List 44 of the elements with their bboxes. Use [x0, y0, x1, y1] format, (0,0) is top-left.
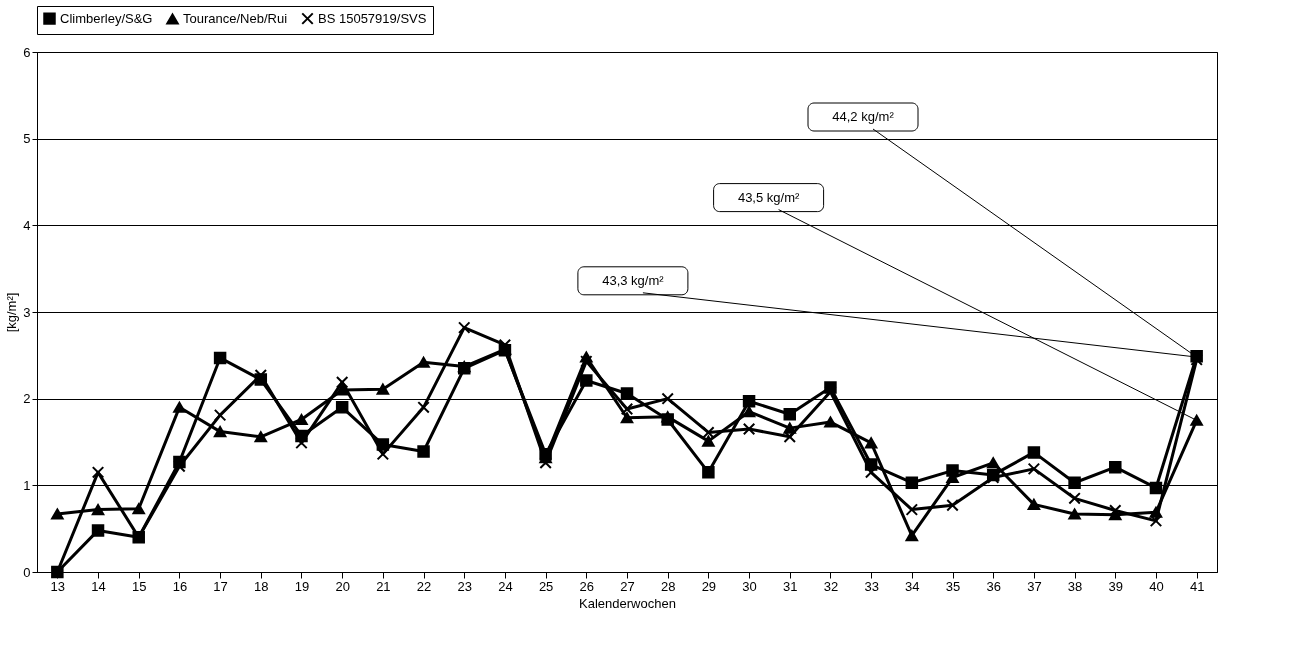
y-tick-label: 0 [23, 564, 31, 580]
x-tick-label: 24 [498, 578, 513, 594]
x-tick-label: 37 [1027, 578, 1042, 594]
y-axis-title: [kg/m²] [4, 292, 20, 333]
y-tick-label: 4 [23, 217, 31, 233]
x-tick-label: 31 [783, 578, 798, 594]
x-tick-label: 30 [742, 578, 757, 594]
x-tick-label: 36 [986, 578, 1001, 594]
legend-label: Tourance/Neb/Rui [183, 10, 288, 26]
x-tick-label: 14 [91, 578, 106, 594]
x-axis-title: Kalenderwochen [579, 595, 676, 611]
x-tick-label: 32 [823, 578, 839, 594]
legend-label: Climberley/S&G [60, 10, 153, 26]
x-tick-label: 20 [335, 578, 350, 594]
annotation: 43,3 kg/m² [602, 272, 665, 288]
x-tick-label: 38 [1067, 578, 1083, 594]
x-tick-label: 34 [905, 578, 920, 594]
x-tick-label: 29 [701, 578, 717, 594]
y-tick-label: 3 [23, 304, 31, 320]
y-tick-label: 2 [23, 391, 31, 407]
x-tick-label: 28 [660, 578, 676, 594]
x-tick-label: 26 [579, 578, 595, 594]
x-tick-label: 21 [376, 578, 391, 594]
y-tick-label: 5 [23, 131, 31, 147]
x-tick-label: 16 [172, 578, 188, 594]
x-tick-label: 35 [945, 578, 961, 594]
x-tick-label: 39 [1108, 578, 1124, 594]
x-tick-label: 33 [864, 578, 879, 594]
x-tick-label: 19 [294, 578, 310, 594]
x-tick-label: 22 [416, 578, 432, 594]
x-tick-label: 18 [254, 578, 269, 594]
x-tick-label: 40 [1149, 578, 1164, 594]
x-tick-label: 15 [131, 578, 147, 594]
x-tick-label: 41 [1189, 578, 1205, 594]
x-tick-label: 17 [213, 578, 228, 594]
x-tick-label: 27 [620, 578, 635, 594]
annotation: 44,2 kg/m² [832, 109, 895, 124]
x-tick-label: 25 [538, 578, 554, 594]
x-tick-label: 13 [50, 578, 66, 594]
y-tick-label: 1 [23, 477, 31, 493]
y-tick-label: 6 [23, 44, 31, 60]
x-tick-label: 23 [457, 578, 472, 594]
legend-label: BS 15057919/SVS [318, 10, 427, 26]
annotation: 43,5 kg/m² [737, 189, 800, 205]
